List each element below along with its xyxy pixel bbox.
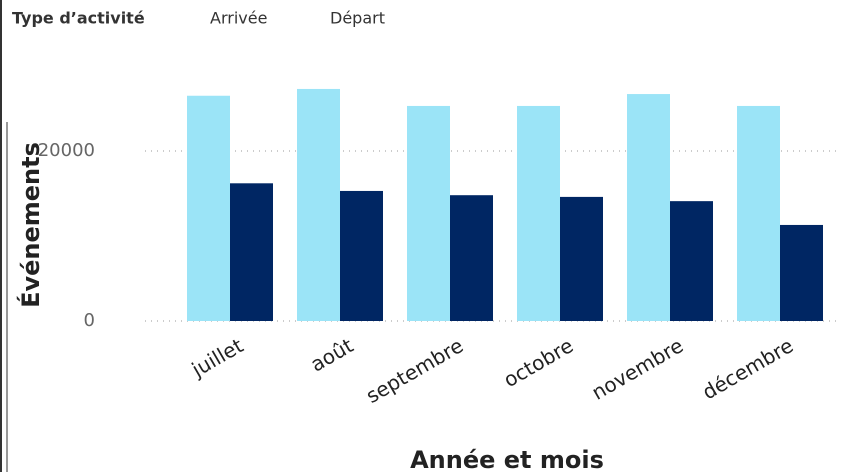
legend-label: Arrivée (210, 9, 267, 28)
x-tick-label: novembre (587, 333, 687, 404)
bar (780, 224, 823, 321)
x-tick-label: juillet (187, 333, 248, 382)
x-tick-label: août (306, 333, 357, 376)
bar (670, 201, 713, 321)
bar (407, 105, 450, 321)
x-axis-title: Année et mois (410, 446, 604, 472)
y-tick-label: 0 (84, 310, 95, 331)
bar (450, 195, 493, 321)
x-tick-label: septembre (362, 333, 467, 408)
legend-label: Départ (330, 9, 385, 28)
y-tick-label: 20000 (38, 140, 95, 161)
bar (627, 94, 670, 321)
y-axis-title: Événements (16, 142, 45, 308)
x-tick-label: décembre (698, 333, 797, 404)
bar (737, 105, 780, 321)
bar (297, 88, 340, 321)
bar (340, 190, 383, 321)
bar (517, 105, 560, 321)
legend-title: Type d’activité (12, 9, 145, 28)
bar (230, 183, 273, 321)
bar (187, 95, 230, 321)
x-tick-label: octobre (499, 333, 577, 392)
bar (560, 196, 603, 321)
